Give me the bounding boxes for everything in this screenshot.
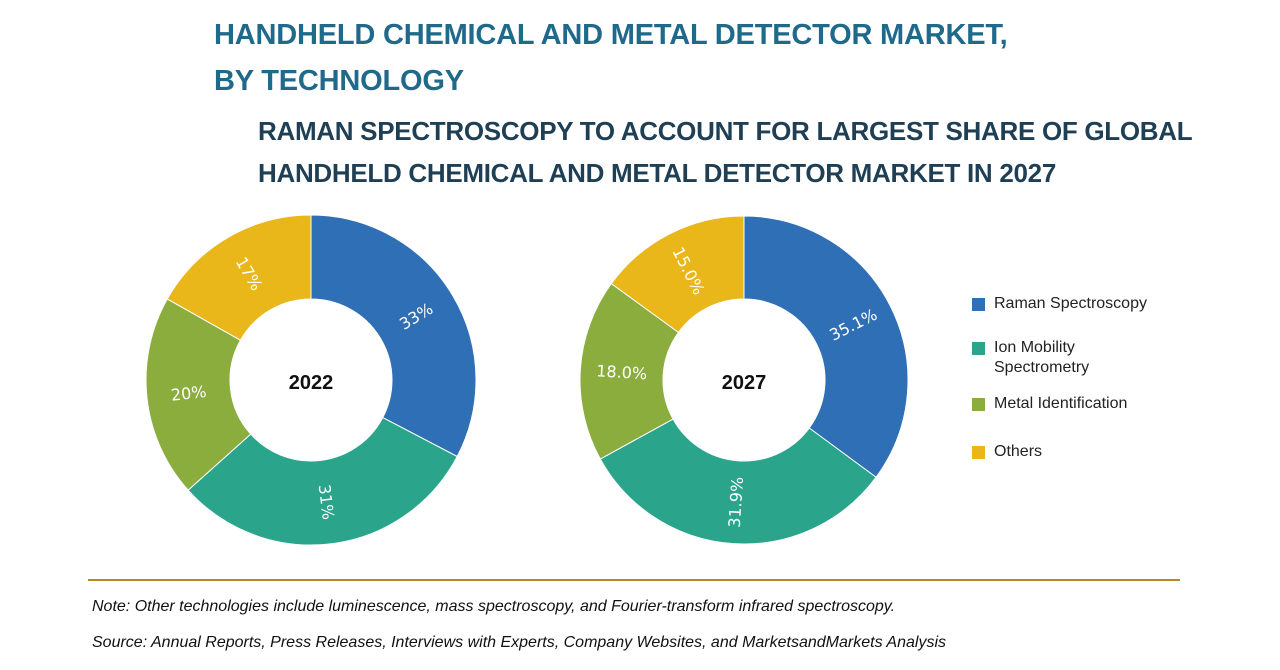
- chart-title-line-2: BY TECHNOLOGY: [214, 65, 464, 97]
- chart-subtitle-line-2: HANDHELD CHEMICAL AND METAL DETECTOR MAR…: [258, 158, 1056, 188]
- donut-2027-label-metal: 18.0%: [596, 361, 648, 383]
- legend-item-others: Others: [972, 442, 1169, 462]
- donut-2022-slice-metal: [145, 298, 252, 491]
- footer-divider: [88, 579, 1180, 581]
- donut-2027-slice-metal: [579, 282, 680, 460]
- donut-2022-slice-ion-mobility: [187, 416, 458, 546]
- legend-swatch-metal: [972, 398, 985, 411]
- legend-swatch-ion-mobility: [972, 342, 985, 355]
- chart-subtitle-line-1: RAMAN SPECTROSCOPY TO ACCOUNT FOR LARGES…: [258, 116, 1193, 146]
- footer-note: Note: Other technologies include lumines…: [92, 598, 896, 615]
- legend-label-others: Others: [994, 443, 1043, 460]
- chart-title: HANDHELD CHEMICAL AND METAL DETECTOR MAR…: [214, 12, 1008, 104]
- legend-swatch-others: [972, 446, 985, 459]
- legend-item-metal: Metal Identification: [972, 394, 1169, 414]
- footer-source: Source: Annual Reports, Press Releases, …: [92, 634, 946, 651]
- chart-title-line-1: HANDHELD CHEMICAL AND METAL DETECTOR MAR…: [214, 19, 1008, 51]
- donut-2022-label-ion-mobility: 31%: [315, 483, 338, 521]
- donut-2027-slice-raman: [743, 215, 909, 478]
- legend-label-raman: Raman Spectroscopy: [994, 295, 1147, 312]
- legend-label-metal: Metal Identification: [994, 395, 1128, 412]
- donut-2022-slice-others: [166, 214, 312, 341]
- donut-2022-label-metal: 20%: [170, 382, 207, 405]
- legend-item-raman: Raman Spectroscopy: [972, 294, 1169, 314]
- donut-2027-slice-ion-mobility: [599, 418, 877, 545]
- legend-item-ion-mobility: Ion Mobility Spectrometry: [972, 338, 1114, 378]
- legend-swatch-raman: [972, 298, 985, 311]
- legend-label-ion-mobility: Ion Mobility Spectrometry: [994, 339, 1090, 376]
- donut-2027-center-label: 2027: [722, 372, 767, 394]
- chart-subtitle: RAMAN SPECTROSCOPY TO ACCOUNT FOR LARGES…: [258, 110, 1193, 194]
- donut-2022-slice-raman: [310, 214, 477, 458]
- donut-2027-slice-others: [610, 215, 745, 334]
- donut-2022-center-label: 2022: [289, 372, 334, 394]
- donut-2027-label-ion-mobility: 31.9%: [725, 476, 747, 528]
